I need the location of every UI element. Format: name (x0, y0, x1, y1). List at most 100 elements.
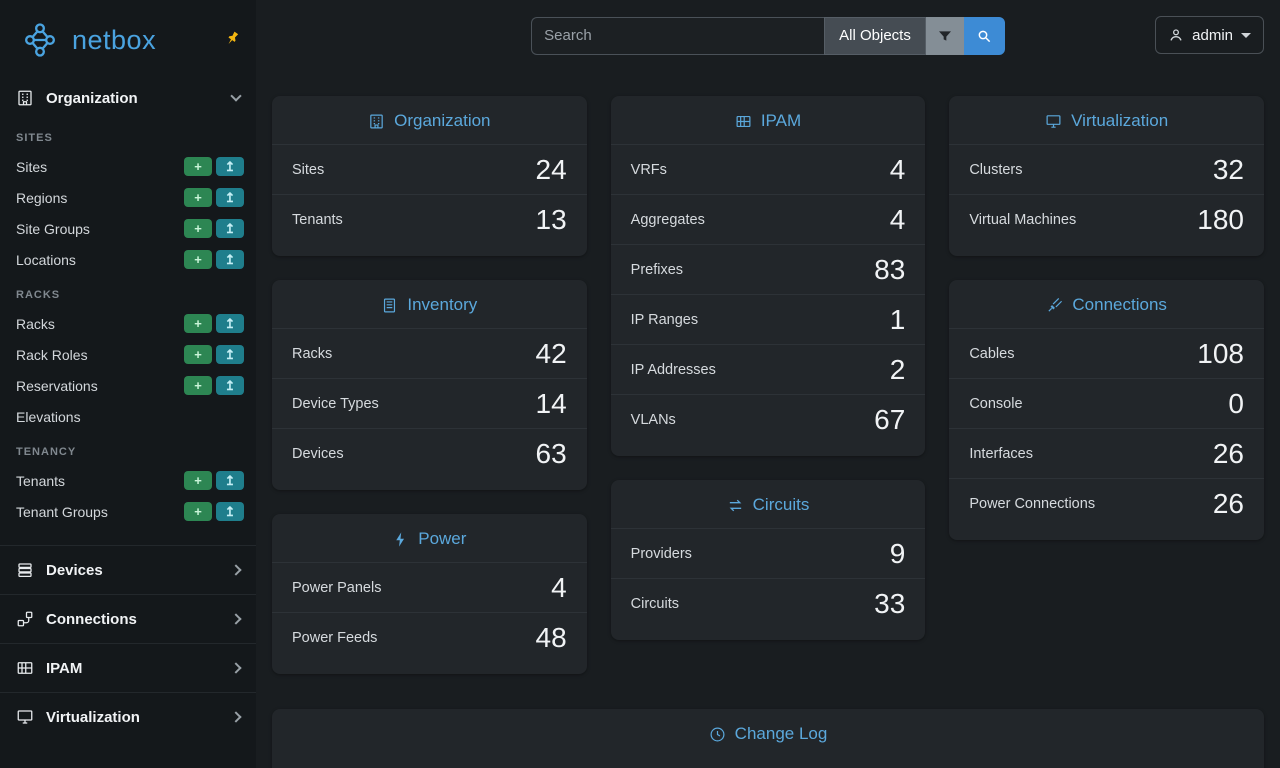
stat-link[interactable]: Interfaces (969, 445, 1033, 462)
sidebar-item-connections[interactable]: Connections (0, 594, 256, 643)
stat-link[interactable]: Aggregates (630, 211, 705, 228)
stat-link[interactable]: Console (969, 395, 1023, 412)
sidebar-item-tenant-groups[interactable]: Tenant Groups + ↥ (0, 496, 256, 527)
stat-link[interactable]: Racks (292, 345, 333, 362)
filter-button[interactable] (925, 16, 964, 55)
stat-value[interactable]: 48 (535, 621, 567, 653)
sidebar-item-label[interactable]: Reservations (16, 377, 98, 394)
card-title-virtualization[interactable]: Virtualization (949, 96, 1264, 144)
stat-link[interactable]: Devices (292, 445, 344, 462)
sidebar-item-organization[interactable]: Organization (0, 78, 256, 118)
card-title-circuits[interactable]: Circuits (611, 480, 926, 528)
sidebar-item-regions[interactable]: Regions + ↥ (0, 182, 256, 213)
add-icon[interactable]: + (184, 157, 212, 176)
stat-link[interactable]: Virtual Machines (969, 211, 1077, 228)
stat-value[interactable]: 26 (1212, 437, 1244, 469)
stat-value[interactable]: 9 (889, 537, 906, 569)
sidebar-item-label[interactable]: Rack Roles (16, 346, 88, 363)
stat-link[interactable]: IP Ranges (630, 311, 699, 328)
sidebar-item-ipam[interactable]: IPAM (0, 643, 256, 692)
sidebar-item-devices[interactable]: Devices (0, 545, 256, 594)
stat-link[interactable]: Circuits (630, 595, 679, 612)
card-title-inventory[interactable]: Inventory (272, 280, 587, 328)
stat-value[interactable]: 4 (889, 203, 906, 235)
stat-value[interactable]: 24 (535, 153, 567, 185)
stat-value[interactable]: 4 (551, 571, 567, 603)
stat-link[interactable]: Cables (969, 345, 1015, 362)
sidebar-item-locations[interactable]: Locations + ↥ (0, 244, 256, 275)
card-title-changelog[interactable]: Change Log (272, 709, 1264, 757)
import-icon[interactable]: ↥ (216, 345, 244, 364)
card-title-connections[interactable]: Connections (949, 280, 1264, 328)
card-title-power[interactable]: Power (272, 514, 587, 562)
stat-value[interactable]: 4 (889, 153, 906, 185)
stat-link[interactable]: Device Types (292, 395, 379, 412)
stat-value[interactable]: 26 (1212, 487, 1244, 519)
import-icon[interactable]: ↥ (216, 219, 244, 238)
stat-value[interactable]: 14 (535, 387, 567, 419)
import-icon[interactable]: ↥ (216, 471, 244, 490)
stat-link[interactable]: Prefixes (630, 261, 684, 278)
import-icon[interactable]: ↥ (216, 376, 244, 395)
sidebar-item-label[interactable]: Sites (16, 158, 48, 175)
add-icon[interactable]: + (184, 188, 212, 207)
stat-value[interactable]: 108 (1197, 337, 1244, 369)
import-icon[interactable]: ↥ (216, 502, 244, 521)
stat-value[interactable]: 63 (535, 437, 567, 469)
stat-value[interactable]: 2 (889, 353, 906, 385)
stat-value[interactable]: 13 (535, 203, 567, 235)
card-title-organization[interactable]: Organization (272, 96, 587, 144)
search-input[interactable] (531, 16, 825, 55)
import-icon[interactable]: ↥ (216, 157, 244, 176)
sidebar-item-tenants[interactable]: Tenants + ↥ (0, 465, 256, 496)
user-dropdown-button[interactable]: admin (1155, 16, 1264, 54)
sidebar-item-elevations[interactable]: Elevations (0, 401, 256, 432)
stat-link[interactable]: Sites (292, 161, 325, 178)
stat-link[interactable]: Power Feeds (292, 629, 378, 646)
sidebar-item-label[interactable]: Site Groups (16, 220, 90, 237)
brand[interactable]: netbox (0, 0, 256, 78)
search-button[interactable] (963, 16, 1005, 55)
add-icon[interactable]: + (184, 345, 212, 364)
sidebar-item-label[interactable]: Racks (16, 315, 55, 332)
stat-value[interactable]: 32 (1212, 153, 1244, 185)
stat-value[interactable]: 42 (535, 337, 567, 369)
search-scope-button[interactable]: All Objects (824, 16, 926, 55)
card-title-ipam[interactable]: IPAM (611, 96, 926, 144)
add-icon[interactable]: + (184, 502, 212, 521)
add-icon[interactable]: + (184, 376, 212, 395)
stat-value[interactable]: 83 (874, 253, 906, 285)
stat-value[interactable]: 180 (1197, 203, 1244, 235)
stat-link[interactable]: Tenants (292, 211, 343, 228)
stat-link[interactable]: VLANs (630, 411, 676, 428)
sidebar-item-site-groups[interactable]: Site Groups + ↥ (0, 213, 256, 244)
sidebar-item-label[interactable]: Elevations (16, 408, 81, 425)
stat-value[interactable]: 67 (874, 403, 906, 435)
import-icon[interactable]: ↥ (216, 250, 244, 269)
sidebar-item-racks[interactable]: Racks + ↥ (0, 308, 256, 339)
stat-link[interactable]: IP Addresses (630, 361, 716, 378)
stat-link[interactable]: Power Panels (292, 579, 382, 596)
stat-value[interactable]: 0 (1228, 387, 1244, 419)
sidebar-item-sites[interactable]: Sites + ↥ (0, 151, 256, 182)
add-icon[interactable]: + (184, 471, 212, 490)
add-icon[interactable]: + (184, 314, 212, 333)
import-icon[interactable]: ↥ (216, 314, 244, 333)
stat-value[interactable]: 33 (874, 587, 906, 619)
import-icon[interactable]: ↥ (216, 188, 244, 207)
stat-link[interactable]: Power Connections (969, 495, 1096, 512)
stat-value[interactable]: 1 (889, 303, 906, 335)
sidebar-item-reservations[interactable]: Reservations + ↥ (0, 370, 256, 401)
sidebar-item-label[interactable]: Locations (16, 251, 76, 268)
sidebar-item-label[interactable]: Tenant Groups (16, 503, 108, 520)
sidebar-item-virtualization[interactable]: Virtualization (0, 692, 256, 741)
stat-link[interactable]: Clusters (969, 161, 1023, 178)
sidebar-item-label[interactable]: Regions (16, 189, 68, 206)
stat-link[interactable]: Providers (630, 545, 692, 562)
stat-link[interactable]: VRFs (630, 161, 667, 178)
add-icon[interactable]: + (184, 219, 212, 238)
sidebar-item-rack-roles[interactable]: Rack Roles + ↥ (0, 339, 256, 370)
pin-sidebar-icon[interactable] (217, 25, 245, 54)
add-icon[interactable]: + (184, 250, 212, 269)
sidebar-item-label[interactable]: Tenants (16, 472, 66, 489)
